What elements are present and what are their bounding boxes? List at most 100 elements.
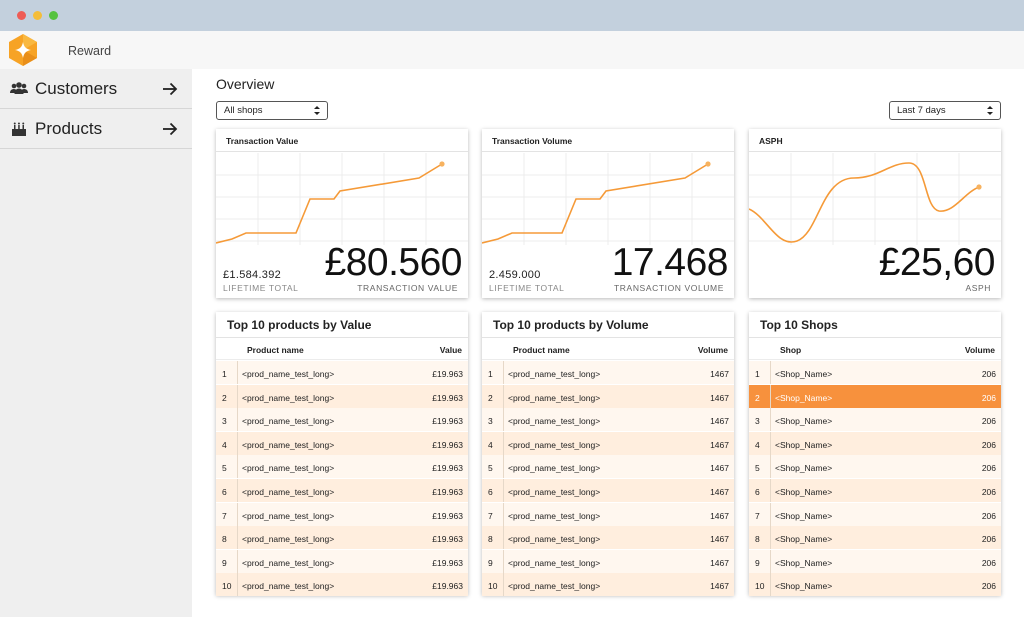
row-separator [503,573,504,597]
table-row[interactable]: 3 <prod_name_test_long> £19.963 [216,408,468,432]
kpi-lifetime-value: £1.584.392 [223,269,282,281]
table-title: Top 10 products by Value [216,312,468,338]
table-title: Top 10 Shops [749,312,1001,338]
window-titlebar [0,0,1024,31]
row-value: £19.963 [432,557,463,568]
column-header-name[interactable]: Product name [513,345,570,355]
table-row[interactable]: 7 <prod_name_test_long> £19.963 [216,502,468,526]
top-products-by-value-table: Top 10 products by Value Product name Va… [216,312,468,597]
row-separator [237,573,238,597]
select-arrows-icon [314,106,320,115]
row-rank: 4 [222,439,227,450]
table-row[interactable]: 6 <prod_name_test_long> 1467 [482,479,734,502]
sidebar-item-customers[interactable]: Customers [0,69,192,109]
kpi-value-label: TRANSACTION VOLUME [614,283,724,293]
row-rank: 5 [222,463,227,474]
column-header-value[interactable]: Value [439,345,462,355]
row-name: <prod_name_test_long> [508,487,601,497]
table-row[interactable]: 8 <prod_name_test_long> £19.963 [216,526,468,550]
column-header-value[interactable]: Volume [697,345,728,355]
row-name: <prod_name_test_long> [242,439,335,450]
arrow-right-icon [163,122,178,136]
column-header-name[interactable]: Shop [780,345,802,355]
row-name: <prod_name_test_long> [242,369,335,379]
minimize-window-button[interactable] [33,11,42,20]
arrow-right-icon [163,82,178,96]
table-row[interactable]: 10 <prod_name_test_long> £19.963 [216,573,468,597]
table-row[interactable]: 4 <prod_name_test_long> 1467 [482,431,734,455]
table-row[interactable]: 10 <Shop_Name> 206 [749,573,1001,597]
kpi-value: 17.468 [611,241,729,284]
kpi-card-transaction-volume: Transaction Volume 17.468 TRANSACTION VO… [482,129,734,298]
maximize-window-button[interactable] [49,11,58,20]
row-separator [503,479,504,502]
table-row[interactable]: 6 <Shop_Name> 206 [749,479,1001,502]
table-row[interactable]: 1 <prod_name_test_long> £19.963 [216,361,468,384]
kpi-card-asph: ASPH £25,60 ASPH [749,129,1001,298]
table-row[interactable]: 4 <prod_name_test_long> £19.963 [216,431,468,455]
row-value: 206 [981,581,996,592]
table-row[interactable]: 4 <Shop_Name> 206 [749,431,1001,455]
row-separator [770,479,771,502]
column-header-value[interactable]: Volume [964,345,995,355]
row-value: £19.963 [432,369,463,379]
close-window-button[interactable] [17,11,26,20]
table-row[interactable]: 3 <prod_name_test_long> 1467 [482,408,734,432]
row-rank: 1 [222,369,227,379]
table-row[interactable]: 5 <prod_name_test_long> £19.963 [216,455,468,479]
row-value: 206 [981,463,996,474]
row-separator [503,549,504,573]
table-row[interactable]: 1 <Shop_Name> 206 [749,361,1001,384]
row-name: <Shop_Name> [775,392,833,403]
row-name: <prod_name_test_long> [242,416,335,427]
row-separator [237,549,238,573]
table-row[interactable]: 8 <Shop_Name> 206 [749,526,1001,550]
row-separator [503,408,504,432]
table-row[interactable]: 7 <Shop_Name> 206 [749,502,1001,526]
column-header-name[interactable]: Product name [247,345,304,355]
row-separator [237,408,238,432]
row-value: 206 [981,392,996,403]
table-row[interactable]: 8 <prod_name_test_long> 1467 [482,526,734,550]
table-row[interactable]: 2 <prod_name_test_long> £19.963 [216,384,468,408]
row-name: <prod_name_test_long> [242,510,335,521]
row-rank: 3 [755,416,760,427]
row-separator [503,384,504,408]
table-row[interactable]: 1 <prod_name_test_long> 1467 [482,361,734,384]
table-row[interactable]: 3 <Shop_Name> 206 [749,408,1001,432]
row-value: 206 [981,487,996,497]
table-row[interactable]: 2 <Shop_Name> 206 [749,384,1001,408]
reward-logo-icon [9,34,37,66]
row-name: <Shop_Name> [775,439,833,450]
row-separator [237,384,238,408]
table-row[interactable]: 9 <prod_name_test_long> £19.963 [216,549,468,573]
table-row[interactable]: 2 <prod_name_test_long> 1467 [482,384,734,408]
main-content: Overview All shops Last 7 days Transacti… [192,69,1024,617]
row-value: £19.963 [432,463,463,474]
date-range-select[interactable]: Last 7 days [889,101,1001,120]
table-row[interactable]: 9 <prod_name_test_long> 1467 [482,549,734,573]
row-separator [237,502,238,526]
select-arrows-icon [987,106,993,115]
row-separator [770,549,771,573]
table-row[interactable]: 6 <prod_name_test_long> £19.963 [216,479,468,502]
kpi-lifetime-label: LIFETIME TOTAL [223,283,299,293]
sidebar-item-products[interactable]: Products [0,109,192,149]
row-rank: 10 [222,581,232,592]
row-name: <prod_name_test_long> [508,557,601,568]
row-value: 206 [981,439,996,450]
row-separator [770,526,771,550]
table-row[interactable]: 10 <prod_name_test_long> 1467 [482,573,734,597]
table-row[interactable]: 7 <prod_name_test_long> 1467 [482,502,734,526]
row-rank: 2 [488,392,493,403]
table-row[interactable]: 9 <Shop_Name> 206 [749,549,1001,573]
table-row[interactable]: 5 <Shop_Name> 206 [749,455,1001,479]
row-separator [770,455,771,479]
row-name: <prod_name_test_long> [508,439,601,450]
row-rank: 4 [488,439,493,450]
row-separator [237,431,238,455]
shop-filter-select[interactable]: All shops [216,101,328,120]
row-value: 1467 [710,557,729,568]
row-value: 206 [981,416,996,427]
table-row[interactable]: 5 <prod_name_test_long> 1467 [482,455,734,479]
